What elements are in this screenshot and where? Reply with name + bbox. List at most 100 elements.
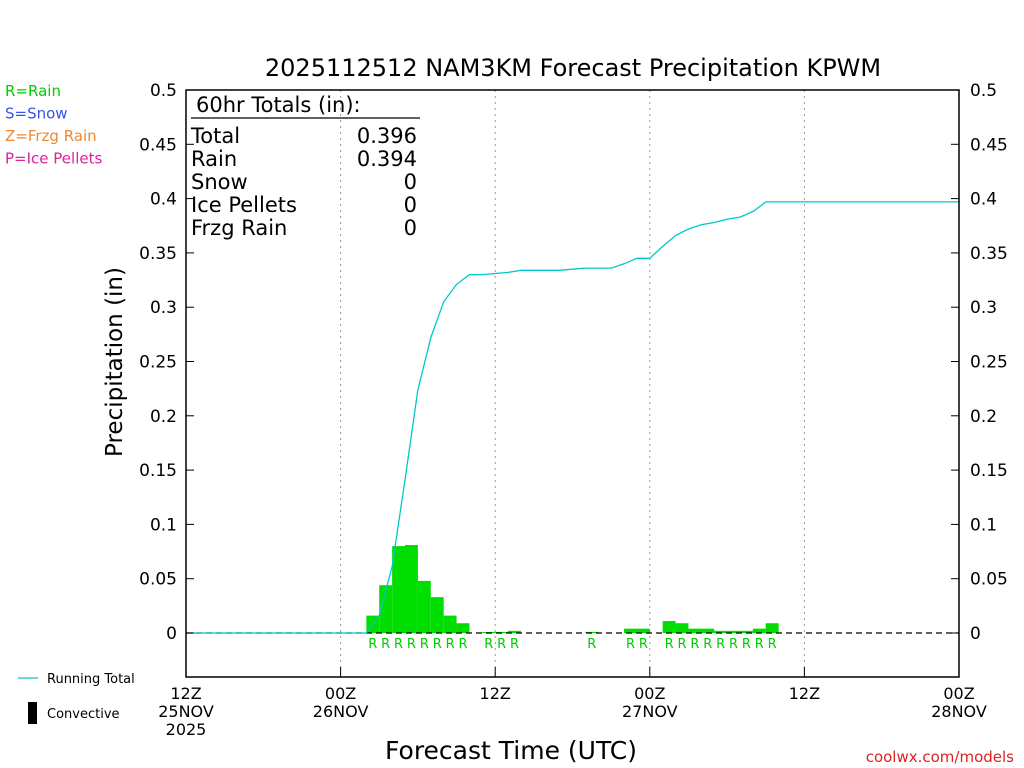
rain-bar — [701, 628, 715, 633]
y-tick-label-left: 0.2 — [150, 407, 177, 427]
rain-bars — [366, 545, 779, 633]
rain-bar — [443, 615, 457, 633]
line-legend: Running Total Convective — [18, 672, 135, 724]
x-tick-label: 12Z — [480, 684, 511, 703]
line-legend-label: Running Total — [47, 672, 135, 687]
totals-heading: 60hr Totals (in): — [196, 93, 361, 117]
rain-bar — [430, 597, 444, 633]
ptype-legend-item: S=Snow — [5, 105, 68, 123]
rain-bar — [739, 630, 753, 633]
ptype-marker: R — [446, 637, 455, 652]
y-tick-label-right: 0.15 — [970, 461, 1008, 481]
rain-bar — [752, 628, 766, 633]
y-tick-label-left: 0.25 — [139, 353, 177, 373]
totals-row-label: Frzg Rain — [191, 216, 287, 240]
y-tick-label-left: 0 — [166, 624, 177, 644]
y-axis-right: 0 0.05 0.1 0.15 0.2 0.25 0.3 0.35 0.4 0.45 0.5 — [951, 81, 1008, 644]
y-tick-label-right: 0.45 — [970, 135, 1008, 155]
ptype-marker: R — [677, 637, 686, 652]
y-tick-label-right: 0.5 — [970, 81, 997, 101]
totals-row-value: 0.394 — [357, 147, 417, 171]
rain-bar — [417, 580, 431, 633]
precip-type-legend: R=Rain S=Snow Z=Frzg Rain P=Ice Pellets — [5, 82, 102, 168]
rain-bar — [456, 623, 470, 633]
ptype-marker: R — [742, 637, 751, 652]
y-tick-label-right: 0.25 — [970, 353, 1008, 373]
y-tick-label-left: 0.45 — [139, 135, 177, 155]
convective-legend-swatch — [28, 702, 37, 724]
line-legend-label: Convective — [47, 707, 120, 722]
y-tick-label-right: 0.2 — [970, 407, 997, 427]
rain-bar — [662, 621, 676, 633]
totals-row-value: 0 — [404, 193, 417, 217]
rain-bar — [765, 623, 779, 633]
totals-row-label: Rain — [191, 147, 237, 171]
ptype-marker: R — [587, 637, 596, 652]
ptype-marker: R — [755, 637, 764, 652]
ptype-marker: R — [690, 637, 699, 652]
ptype-marker: R — [626, 637, 635, 652]
totals-row-label: Snow — [191, 170, 248, 194]
credit-text: coolwx.com/models — [866, 748, 1014, 766]
y-tick-label-right: 0.4 — [970, 190, 997, 210]
grid — [340, 90, 805, 677]
ptype-marker: R — [381, 637, 390, 652]
y-tick-label-left: 0.15 — [139, 461, 177, 481]
x-axis-label: Forecast Time (UTC) — [385, 736, 637, 765]
ptype-marker: R — [394, 637, 403, 652]
x-tick-label: 12Z — [789, 684, 820, 703]
x-tick-label: 00Z — [325, 684, 356, 703]
plot-frame — [185, 89, 960, 678]
running-total-line — [186, 201, 959, 634]
y-axis-left: 0 0.05 0.1 0.15 0.2 0.25 0.3 0.35 0.4 0.45 0.5 — [139, 81, 194, 644]
rain-bar — [727, 630, 740, 633]
rain-bar — [379, 585, 393, 633]
x-tick-label: 25NOV — [158, 702, 214, 721]
totals-row-label: Total — [190, 124, 240, 148]
y-tick-label-right: 0.3 — [970, 298, 997, 318]
totals-row-label: Ice Pellets — [191, 193, 297, 217]
ptype-marker: R — [729, 637, 738, 652]
totals-row-value: 0 — [404, 216, 417, 240]
y-tick-label-left: 0.05 — [139, 570, 177, 590]
ptype-legend-item: Z=Frzg Rain — [5, 127, 97, 145]
ptype-marker: R — [716, 637, 725, 652]
rain-bar — [675, 623, 689, 633]
x-tick-label: 00Z — [634, 684, 665, 703]
rain-bar — [688, 628, 702, 633]
totals-row-value: 0 — [404, 170, 417, 194]
x-tick-label: 28NOV — [931, 702, 987, 721]
y-tick-label-right: 0.35 — [970, 244, 1008, 264]
y-tick-label-right: 0.05 — [970, 570, 1008, 590]
x-tick-label: 2025 — [166, 720, 207, 739]
ptype-marker: R — [510, 637, 519, 652]
y-tick-label-left: 0.4 — [150, 190, 177, 210]
ptype-legend-item: P=Ice Pellets — [5, 150, 102, 168]
rain-bar — [636, 628, 650, 633]
x-tick-label: 26NOV — [313, 702, 369, 721]
rain-bar — [624, 628, 637, 633]
y-tick-label-right: 0 — [970, 624, 981, 644]
totals-box: 60hr Totals (in): Total 0.396 Rain 0.394 Sno… — [190, 93, 420, 240]
ptype-marker: R — [484, 637, 493, 652]
ptype-marker: R — [768, 637, 777, 652]
rain-bar — [392, 546, 406, 633]
x-tick-label: 12Z — [170, 684, 201, 703]
ptype-marker: R — [433, 637, 442, 652]
y-tick-label-left: 0.35 — [139, 244, 177, 264]
ptype-marker: R — [458, 637, 467, 652]
rain-bar — [405, 545, 418, 633]
totals-row-value: 0.396 — [357, 124, 417, 148]
y-tick-label-left: 0.1 — [150, 515, 177, 535]
chart-title: 2025112512 NAM3KM Forecast Precipitation… — [265, 54, 881, 82]
x-tick-label: 00Z — [943, 684, 974, 703]
y-axis-label: Precipitation (in) — [102, 267, 128, 457]
y-tick-label-right: 0.1 — [970, 515, 997, 535]
y-tick-label-left: 0.5 — [150, 81, 177, 101]
ptype-marker: R — [368, 637, 377, 652]
ptype-legend-item: R=Rain — [5, 82, 61, 100]
y-tick-label-left: 0.3 — [150, 298, 177, 318]
